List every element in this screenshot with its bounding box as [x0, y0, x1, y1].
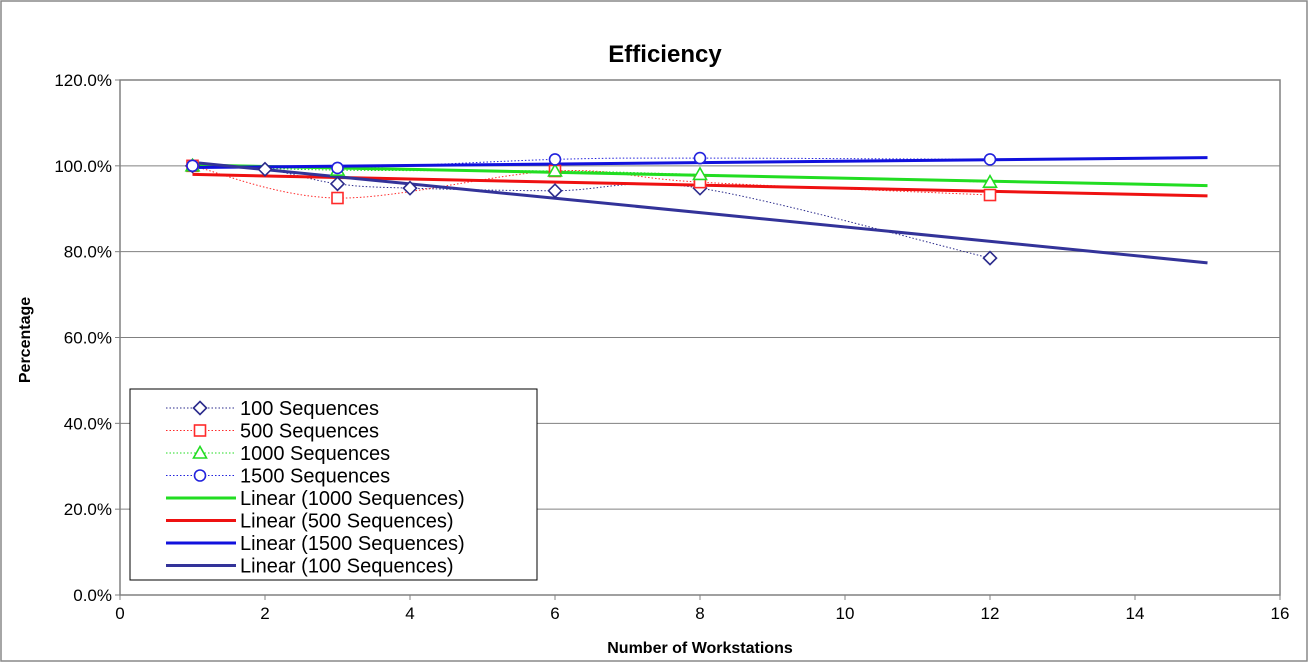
data-point	[402, 180, 418, 196]
legend-swatch-marker	[192, 400, 208, 416]
legend-label: Linear (1000 Sequences)	[240, 488, 465, 510]
legend-item-1000-sequences: 1000 Sequences	[166, 443, 390, 465]
series-linear-100-sequences	[192, 160, 1208, 265]
legend-label: 1500 Sequences	[240, 466, 390, 488]
data-point	[982, 174, 998, 188]
legend-swatch-marker	[192, 444, 208, 459]
data-point	[983, 153, 997, 166]
data-point	[331, 191, 344, 205]
y-tick-label: 0.0%	[73, 586, 112, 605]
y-tick-label: 80.0%	[64, 243, 112, 262]
y-tick-label: 40.0%	[64, 414, 112, 433]
legend-item-linear-1500-sequences: Linear (1500 Sequences)	[166, 533, 465, 555]
x-tick-label: 16	[1271, 604, 1290, 623]
y-axis-label: Percentage	[17, 297, 34, 383]
series-1000-sequences	[192, 165, 991, 183]
legend-item-1500-sequences: 1500 Sequences	[166, 466, 390, 488]
legend-label: Linear (500 Sequences)	[240, 511, 453, 533]
legend-label: 1000 Sequences	[240, 443, 390, 465]
x-tick-label: 10	[836, 604, 855, 623]
data-point	[547, 183, 563, 199]
y-tick-label: 120.0%	[54, 71, 112, 90]
markers-1500-sequences	[186, 151, 997, 175]
series-500-sequences	[192, 165, 991, 199]
x-axis-label: Number of Workstations	[607, 640, 793, 657]
data-point	[257, 161, 273, 177]
y-tick-label: 60.0%	[64, 329, 112, 348]
x-tick-label: 6	[550, 604, 559, 623]
x-tick-label: 14	[1126, 604, 1145, 623]
x-tick-label: 4	[405, 604, 414, 623]
data-point	[692, 166, 708, 181]
data-point	[693, 151, 707, 165]
legend-box	[129, 388, 538, 581]
chart-title: Efficiency	[608, 41, 722, 68]
legend-label: 100 Sequences	[240, 398, 379, 420]
legend-swatch-marker	[193, 469, 207, 482]
plot-series	[184, 151, 1208, 266]
data-point	[547, 162, 563, 177]
data-point	[983, 188, 997, 202]
legend-label: 500 Sequences	[240, 421, 379, 443]
data-point	[329, 176, 346, 192]
x-axis-ticks: 0 2 4 6 8 10 12 14 16	[115, 595, 1289, 623]
y-tick-label: 100.0%	[54, 157, 112, 176]
series-line-500-sequences	[192, 165, 991, 199]
x-tick-label: 12	[981, 604, 1000, 623]
legend-swatch-marker	[193, 424, 207, 437]
x-tick-label: 0	[115, 604, 124, 623]
data-point	[982, 250, 998, 266]
y-tick-label: 20.0%	[64, 500, 112, 519]
x-tick-label: 8	[695, 604, 704, 623]
legend-label: Linear (100 Sequences)	[240, 556, 453, 578]
legend-item-100-sequences: 100 Sequences	[166, 398, 379, 420]
legend-item-linear-500-sequences: Linear (500 Sequences)	[166, 511, 453, 533]
legend-item-linear-100-sequences: Linear (100 Sequences)	[166, 556, 453, 578]
series-line-1000-sequences	[192, 165, 991, 183]
legend-label: Linear (1500 Sequences)	[240, 533, 465, 555]
data-point	[331, 161, 344, 175]
data-point	[186, 159, 199, 173]
legend-item-linear-1000-sequences: Linear (1000 Sequences)	[166, 488, 465, 510]
trendline-linear-100-sequences	[192, 160, 1208, 265]
data-point	[548, 153, 562, 166]
y-axis-ticks: 0.0% 20.0% 40.0% 60.0% 80.0% 100.0% 120.0%	[54, 71, 120, 605]
x-tick-label: 2	[260, 604, 269, 623]
legend-item-500-sequences: 500 Sequences	[166, 421, 379, 443]
